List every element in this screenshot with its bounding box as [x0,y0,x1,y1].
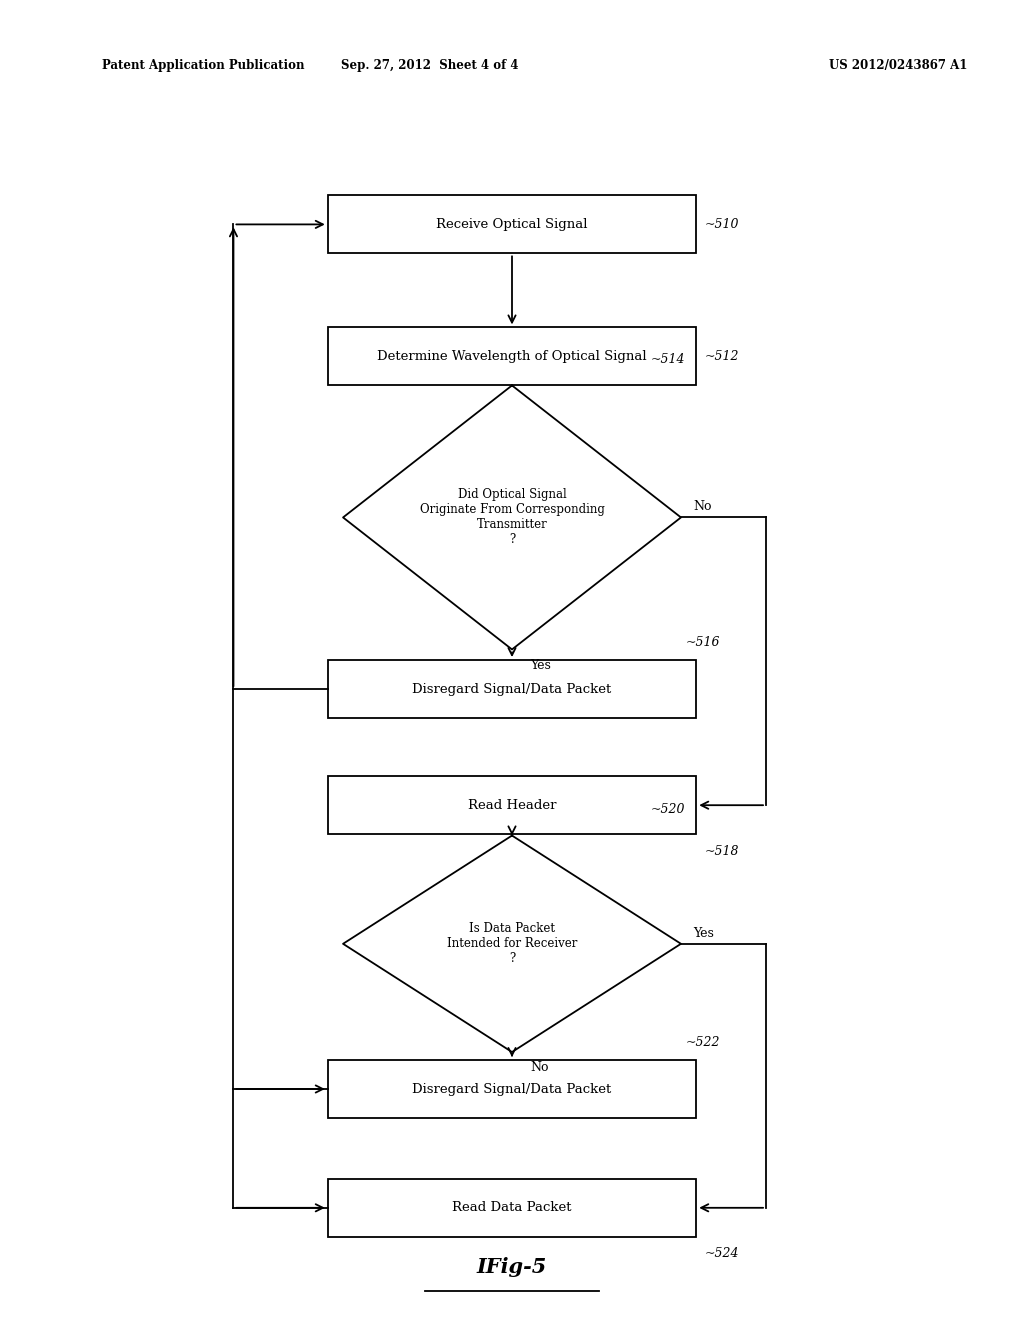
Text: ~522: ~522 [686,1036,721,1049]
Text: Receive Optical Signal: Receive Optical Signal [436,218,588,231]
Text: Sep. 27, 2012  Sheet 4 of 4: Sep. 27, 2012 Sheet 4 of 4 [341,59,519,73]
FancyBboxPatch shape [328,776,696,834]
Text: Did Optical Signal
Originate From Corresponding
Transmitter
?: Did Optical Signal Originate From Corres… [420,488,604,546]
FancyBboxPatch shape [328,195,696,253]
FancyBboxPatch shape [328,1060,696,1118]
Text: Determine Wavelength of Optical Signal: Determine Wavelength of Optical Signal [377,350,647,363]
Text: ~524: ~524 [705,1247,739,1261]
Text: ~516: ~516 [686,636,721,649]
Text: ~520: ~520 [650,803,685,816]
Text: Disregard Signal/Data Packet: Disregard Signal/Data Packet [413,1082,611,1096]
Polygon shape [343,385,681,649]
Text: No: No [693,500,712,513]
Text: Read Data Packet: Read Data Packet [453,1201,571,1214]
Text: Read Header: Read Header [468,799,556,812]
Text: Yes: Yes [693,927,714,940]
Text: Disregard Signal/Data Packet: Disregard Signal/Data Packet [413,682,611,696]
Text: Patent Application Publication: Patent Application Publication [102,59,305,73]
FancyBboxPatch shape [328,1179,696,1237]
Text: ~512: ~512 [705,350,739,363]
FancyBboxPatch shape [328,660,696,718]
FancyBboxPatch shape [328,327,696,385]
Text: Is Data Packet
Intended for Receiver
?: Is Data Packet Intended for Receiver ? [446,923,578,965]
Text: ~510: ~510 [705,218,739,231]
Text: IFig-5: IFig-5 [477,1257,547,1278]
Text: ~514: ~514 [650,352,685,366]
Polygon shape [343,836,681,1052]
Text: Yes: Yes [530,659,551,672]
Text: US 2012/0243867 A1: US 2012/0243867 A1 [829,59,968,73]
Text: No: No [530,1061,549,1074]
Text: ~518: ~518 [705,845,739,858]
